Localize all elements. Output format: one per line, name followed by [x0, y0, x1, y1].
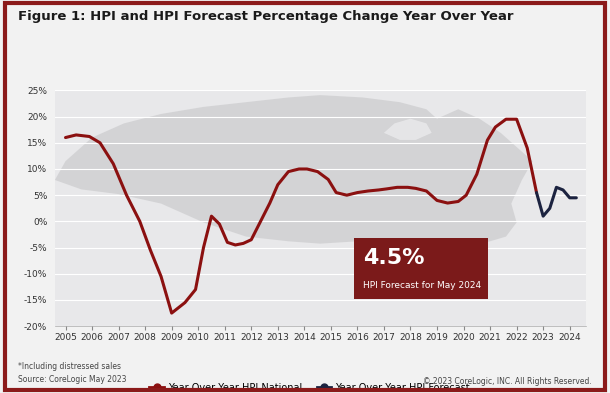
- Text: Figure 1: HPI and HPI Forecast Percentage Change Year Over Year: Figure 1: HPI and HPI Forecast Percentag…: [18, 10, 514, 23]
- Polygon shape: [384, 119, 432, 140]
- Text: Source: CoreLogic May 2023: Source: CoreLogic May 2023: [18, 375, 127, 384]
- Legend: Year Over Year HPI National, Year Over Year HPI Forecast: Year Over Year HPI National, Year Over Y…: [146, 379, 474, 393]
- Text: *Including distressed sales: *Including distressed sales: [18, 362, 121, 371]
- Text: 4.5%: 4.5%: [363, 248, 425, 268]
- Text: HPI Forecast for May 2024: HPI Forecast for May 2024: [363, 281, 481, 290]
- Polygon shape: [55, 95, 533, 248]
- Text: © 2023 CoreLogic, INC. All Rights Reserved.: © 2023 CoreLogic, INC. All Rights Reserv…: [423, 377, 592, 386]
